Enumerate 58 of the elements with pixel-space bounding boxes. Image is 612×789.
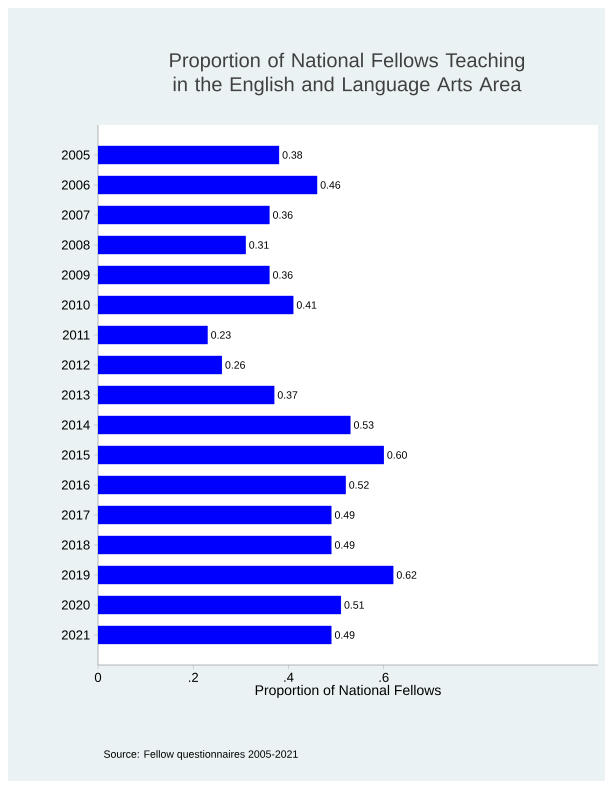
data-label: 0.26: [225, 361, 245, 369]
y-tick-label: 2014: [62, 420, 90, 430]
bar: [98, 236, 246, 254]
bar: [98, 416, 351, 434]
data-label: 0.53: [354, 421, 374, 429]
chart-title: Proportion of National Fellows Teaching in the English and Language Arts Area: [170, 52, 524, 96]
bar: [98, 326, 208, 344]
data-label: 0.38: [282, 151, 302, 159]
x-tick-label: 0: [94, 672, 102, 682]
data-label: 0.23: [211, 331, 231, 339]
data-label: 0.51: [344, 601, 364, 609]
data-label: 0.46: [320, 181, 340, 189]
source-note: Source: Fellow questionnaires 2005-2021: [104, 750, 298, 760]
bar: [98, 296, 294, 314]
y-tick-label: 2011: [62, 330, 90, 340]
bar: [98, 506, 332, 524]
bar: [98, 206, 270, 224]
y-tick-label: 2013: [62, 390, 90, 400]
bar: [98, 446, 384, 464]
y-tick-label: 2020: [62, 600, 90, 610]
bar: [98, 476, 346, 494]
data-label: 0.60: [387, 451, 407, 459]
x-axis-title: Proportion of National Fellows: [256, 684, 441, 698]
data-label: 0.52: [349, 481, 369, 489]
bar: [98, 386, 274, 404]
data-label: 0.49: [334, 541, 354, 549]
data-label: 0.41: [296, 301, 316, 309]
x-tick-label: .6: [379, 672, 389, 682]
y-tick-label: 2015: [62, 450, 90, 460]
y-tick-label: 2006: [62, 180, 90, 190]
data-label: 0.36: [273, 271, 293, 279]
y-tick-label: 2017: [62, 510, 90, 520]
y-tick-label: 2018: [62, 540, 90, 550]
y-tick-label: 2012: [62, 360, 90, 370]
x-tick-label: .2: [189, 672, 198, 682]
bar: [98, 266, 270, 284]
bar: [98, 146, 280, 164]
data-label: 0.37: [278, 391, 298, 399]
bar: [98, 566, 394, 584]
y-tick-label: 2008: [62, 240, 90, 250]
bar: [98, 536, 332, 554]
bar: [98, 626, 332, 644]
bar: [98, 176, 318, 194]
y-tick-label: 2016: [62, 480, 90, 490]
data-label: 0.36: [273, 211, 293, 219]
y-tick-label: 2010: [62, 300, 90, 310]
y-tick-label: 2007: [62, 210, 90, 220]
bar: [98, 596, 342, 614]
y-tick-label: 2021: [62, 630, 90, 640]
y-tick-label: 2005: [62, 150, 90, 160]
data-label: 0.31: [249, 241, 269, 249]
data-label: 0.49: [334, 631, 354, 639]
data-label: 0.49: [334, 511, 354, 519]
x-tick-label: .4: [284, 672, 294, 682]
y-tick-label: 2009: [62, 270, 90, 280]
bar: [98, 356, 222, 374]
data-label: 0.62: [396, 571, 416, 579]
y-tick-label: 2019: [62, 570, 90, 580]
